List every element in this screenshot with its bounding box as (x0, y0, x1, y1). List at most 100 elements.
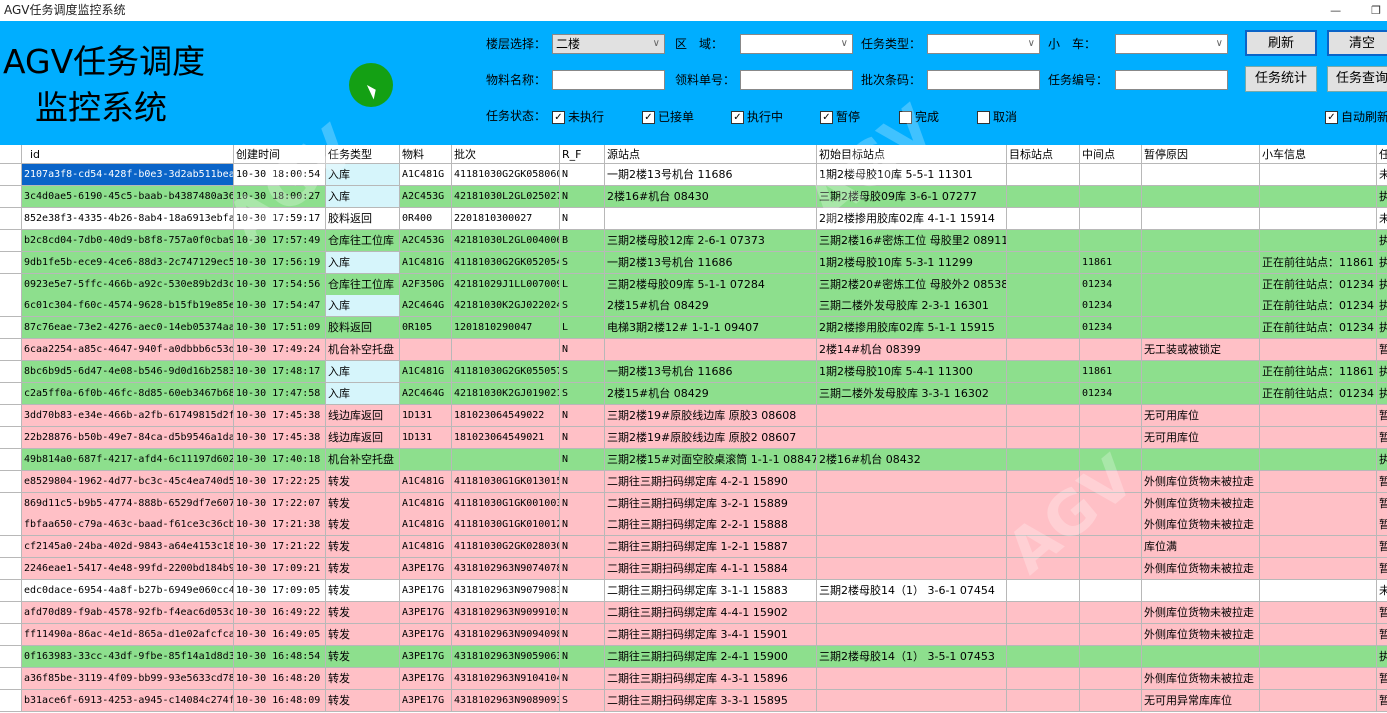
table-row[interactable]: 2107a3f8-cd54-428f-b0e3-3d2ab511bea7 10-3… (0, 164, 1387, 186)
cell-pause-reason[interactable] (1142, 164, 1260, 186)
cell-material[interactable]: A3PE17G (400, 689, 452, 712)
cell-mid-point[interactable] (1080, 667, 1142, 690)
column-header-initial-target[interactable]: 初始目标站点 (817, 145, 1007, 164)
row-header[interactable] (0, 623, 22, 646)
cell-batch[interactable]: 41181030G2GK028030 (452, 536, 560, 559)
cell-id[interactable]: 3c4d0ae5-6190-45c5-baab-b4387480a369 (22, 185, 234, 208)
table-row[interactable]: 0923e5e7-5ffc-466b-a92c-530e89b2d3c1 10-3… (0, 273, 1387, 296)
cell-source-station[interactable]: 二期往三期扫码绑定库 4-1-1 15884 (605, 558, 817, 581)
table-row[interactable]: edc0dace-6954-4a8f-b27b-6949e060cc43 10-3… (0, 580, 1387, 603)
table-row[interactable]: ff11490a-86ac-4e1d-865a-d1e02afcfcae 10-3… (0, 623, 1387, 646)
cell-pause-reason[interactable]: 无可用异常库库位 (1142, 689, 1260, 712)
cell-car-info[interactable] (1260, 404, 1377, 427)
cell-material[interactable]: A1C481G (400, 251, 452, 274)
cell-task-type[interactable]: 仓库往工位库 (326, 273, 400, 296)
cell-task-status[interactable]: 执行中 (1377, 251, 1387, 274)
cell-mid-point[interactable] (1080, 229, 1142, 252)
cell-target-station[interactable] (1007, 229, 1080, 252)
cell-initial-target[interactable] (817, 623, 1007, 646)
cell-target-station[interactable] (1007, 251, 1080, 274)
cell-source-station[interactable]: 三期2楼15#对面空胶桌滚筒 1-1-1 08847 (605, 448, 817, 471)
cell-id[interactable]: cf2145a0-24ba-402d-9843-a64e4153c183 (22, 536, 234, 559)
cell-task-status[interactable]: 未执行 (1377, 164, 1387, 186)
cell-target-station[interactable] (1007, 361, 1080, 384)
cell-created-time[interactable]: 10-30 17:51:09 (234, 317, 326, 340)
cell-pause-reason[interactable] (1142, 383, 1260, 405)
cell-batch[interactable]: 181023064549021 (452, 426, 560, 449)
task-stats-button[interactable]: 任务统计 (1245, 66, 1317, 92)
cell-initial-target[interactable] (817, 558, 1007, 581)
cell-task-type[interactable]: 机台补空托盘 (326, 339, 400, 362)
row-header[interactable] (0, 689, 22, 712)
column-header-mid-point[interactable]: 中间点 (1080, 145, 1142, 164)
cell-target-station[interactable] (1007, 404, 1080, 427)
cell-target-station[interactable] (1007, 645, 1080, 668)
cell-car-info[interactable]: 正在前往站点：01234 (1260, 317, 1377, 340)
cell-task-type[interactable]: 转发 (326, 492, 400, 515)
cell-created-time[interactable]: 10-30 16:49:05 (234, 623, 326, 646)
cell-material[interactable]: A1C481G (400, 361, 452, 384)
cell-id[interactable]: 22b28876-b50b-49e7-84ca-d5b9546a1dae (22, 426, 234, 449)
cell-target-station[interactable] (1007, 580, 1080, 603)
cell-id[interactable]: a36f85be-3119-4f09-bb99-93e5633cd781 (22, 667, 234, 690)
cell-material[interactable]: A3PE17G (400, 580, 452, 603)
cell-rf[interactable]: N (560, 514, 605, 537)
row-header[interactable] (0, 339, 22, 362)
cell-rf[interactable]: S (560, 689, 605, 712)
cell-initial-target[interactable]: 三期2楼16#密炼工位 母胶里2 08911 (817, 229, 1007, 252)
row-header[interactable] (0, 448, 22, 471)
cell-created-time[interactable]: 10-30 17:45:38 (234, 426, 326, 449)
cell-material[interactable]: A3PE17G (400, 623, 452, 646)
cell-car-info[interactable]: 正在前往站点：01234 (1260, 295, 1377, 318)
cell-initial-target[interactable] (817, 426, 1007, 449)
cell-initial-target[interactable]: 三期2楼母胶14（1） 3-5-1 07453 (817, 645, 1007, 668)
cell-created-time[interactable]: 10-30 17:21:38 (234, 514, 326, 537)
cell-car-info[interactable] (1260, 339, 1377, 362)
status-checkbox-3[interactable]: ✓ 暂停 (820, 109, 860, 125)
cell-task-status[interactable]: 暂停 (1377, 623, 1387, 646)
cell-task-status[interactable]: 暂停 (1377, 602, 1387, 624)
cell-id[interactable]: 0f163983-33cc-43df-9fbe-85f14a1d8d3e (22, 645, 234, 668)
table-row[interactable]: 3c4d0ae5-6190-45c5-baab-b4387480a369 10-3… (0, 185, 1387, 208)
cell-pause-reason[interactable] (1142, 645, 1260, 668)
cell-task-status[interactable]: 暂停 (1377, 514, 1387, 537)
cell-car-info[interactable] (1260, 580, 1377, 603)
table-row[interactable]: fbfaa650-c79a-463c-baad-f61ce3c36cbd 10-3… (0, 514, 1387, 537)
cell-source-station[interactable]: 二期往三期扫码绑定库 3-3-1 15895 (605, 689, 817, 712)
row-header[interactable] (0, 295, 22, 318)
cell-task-status[interactable]: 未执行 (1377, 207, 1387, 230)
cell-material[interactable]: A2C453G (400, 185, 452, 208)
cell-created-time[interactable]: 10-30 16:48:54 (234, 645, 326, 668)
cell-car-info[interactable]: 正在前往站点：11861 (1260, 361, 1377, 384)
cell-created-time[interactable]: 10-30 17:45:38 (234, 404, 326, 427)
cell-task-type[interactable]: 入库 (326, 185, 400, 208)
cell-id[interactable]: b2c8cd04-7db0-40d9-b8f8-757a0f0cba96 (22, 229, 234, 252)
cell-batch[interactable]: 2201810300027 (452, 207, 560, 230)
table-row[interactable]: cf2145a0-24ba-402d-9843-a64e4153c183 10-3… (0, 536, 1387, 559)
cell-id[interactable]: edc0dace-6954-4a8f-b27b-6949e060cc43 (22, 580, 234, 603)
table-row[interactable]: 0f163983-33cc-43df-9fbe-85f14a1d8d3e 10-3… (0, 645, 1387, 668)
cell-mid-point[interactable] (1080, 602, 1142, 624)
cell-task-status[interactable]: 执行中 (1377, 383, 1387, 405)
cell-batch[interactable]: 4318102963N9074078 (452, 558, 560, 581)
cell-car-info[interactable] (1260, 689, 1377, 712)
cell-car-info[interactable] (1260, 185, 1377, 208)
cell-id[interactable]: 2246eae1-5417-4e48-99fd-2200bd184b9b (22, 558, 234, 581)
row-header[interactable] (0, 185, 22, 208)
cell-initial-target[interactable] (817, 536, 1007, 559)
cell-material[interactable]: 1D131 (400, 404, 452, 427)
cell-target-station[interactable] (1007, 383, 1080, 405)
cell-car-info[interactable] (1260, 164, 1377, 186)
table-row[interactable]: e8529804-1962-4d77-bc3c-45c4ea740d59 10-3… (0, 470, 1387, 493)
cell-batch[interactable]: 4318102963N9079083 (452, 580, 560, 603)
cell-created-time[interactable]: 10-30 17:22:25 (234, 470, 326, 493)
cell-task-type[interactable]: 转发 (326, 470, 400, 493)
cell-task-type[interactable]: 转发 (326, 558, 400, 581)
cell-task-type[interactable]: 入库 (326, 361, 400, 384)
cell-target-station[interactable] (1007, 514, 1080, 537)
column-header-source-station[interactable]: 源站点 (605, 145, 817, 164)
cell-car-info[interactable]: 正在前往站点：01234 (1260, 383, 1377, 405)
cell-mid-point[interactable] (1080, 689, 1142, 712)
cell-car-info[interactable] (1260, 448, 1377, 471)
column-header-pause-reason[interactable]: 暂停原因 (1142, 145, 1260, 164)
